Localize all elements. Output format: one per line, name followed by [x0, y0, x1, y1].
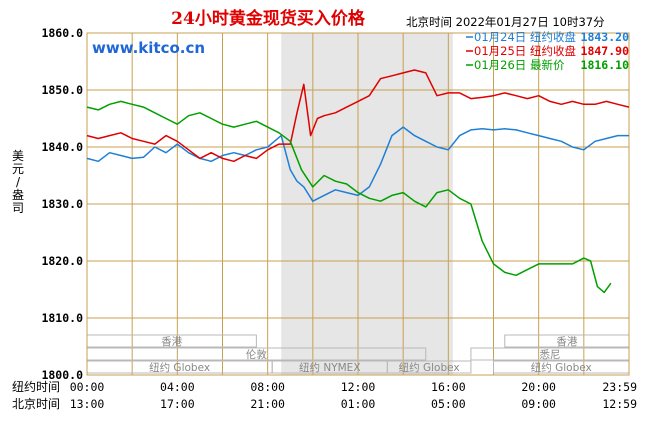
- grid-lines: [86, 32, 630, 376]
- x-tick-label-ny: 16:00: [431, 380, 466, 394]
- y-axis-ticks: 1860.0 1850.0 1840.0 1830.0 1820.0 1810.0 1800…: [41, 26, 83, 382]
- y-axis-label-char: 司: [12, 201, 24, 215]
- series-line-1: [86, 126, 629, 202]
- market-session-label: 伦敦: [246, 348, 267, 361]
- y-tick-label: 1850.0: [41, 83, 83, 97]
- x-tick-label-ny: 23:59: [602, 380, 637, 394]
- y-tick-label: 1820.0: [41, 254, 83, 268]
- market-session-label: 悉尼: [539, 349, 560, 361]
- x-tick-label-bj: 13:00: [70, 397, 105, 411]
- market-session-label: 纽约 Globex: [149, 361, 210, 374]
- market-session: 香港: [86, 334, 257, 348]
- y-axis-label-char: 元: [12, 162, 24, 176]
- legend-series-value: 1847.90: [581, 44, 630, 58]
- market-session: 香港: [504, 334, 630, 348]
- legend-series-name: 01月26日: [474, 58, 526, 72]
- legend-series-value: 1843.20: [581, 30, 630, 44]
- market-session-label: 香港: [556, 336, 577, 348]
- y-axis-label-char: /: [16, 175, 21, 189]
- row-label-beijing: 北京时间: [12, 397, 60, 411]
- market-session-label: 香港: [161, 336, 182, 348]
- legend-series-value: 1816.10: [581, 58, 630, 72]
- x-tick-label-bj: 05:00: [431, 397, 466, 411]
- market-session-label: 纽约 Globex: [399, 361, 460, 374]
- x-axis-ticks-beijing: 13:00 17:00 21:00 01:00 05:00 09:00 12:59: [70, 397, 637, 411]
- market-session: 纽约 Globex: [86, 360, 273, 374]
- x-tick-label-bj: 21:00: [250, 397, 285, 411]
- x-tick-label-ny: 08:00: [250, 380, 285, 394]
- y-axis-label-char: 盎: [12, 188, 24, 202]
- y-tick-label: 1860.0: [41, 26, 83, 40]
- market-session-label: 纽约 NYMEX: [299, 361, 361, 374]
- series-lines: [86, 69, 630, 294]
- x-tick-label-ny: 12:00: [341, 380, 376, 394]
- market-session: 悉尼: [470, 347, 630, 361]
- x-tick-label-ny: 20:00: [521, 380, 556, 394]
- market-session-bar: [386, 360, 472, 374]
- plot-border: [86, 32, 630, 376]
- x-tick-label-ny: 04:00: [160, 380, 195, 394]
- market-session-label: 纽约 Globex: [531, 361, 592, 374]
- market-session: 纽约 Globex: [386, 360, 472, 374]
- chart-title: 24小时黄金现货买入价格: [171, 8, 366, 29]
- kitco-watermark: www.kitco.cn: [92, 39, 205, 57]
- x-tick-label-bj: 12:59: [602, 397, 637, 411]
- market-session: 纽约 Globex: [493, 360, 630, 374]
- legend-entry: 01月25日 纽约收盘 1847.90: [466, 44, 629, 58]
- y-tick-label: 1810.0: [41, 311, 83, 325]
- legend-entry: 01月26日 最新价 1816.10: [466, 58, 629, 72]
- x-tick-label-bj: 17:00: [160, 397, 195, 411]
- x-tick-label-ny: 00:00: [70, 380, 105, 394]
- legend-series-label: 最新价: [530, 58, 565, 72]
- legend-series-name: 01月24日: [474, 30, 526, 44]
- row-label-newyork: 纽约时间: [12, 379, 60, 394]
- series-line-3: [86, 100, 612, 294]
- y-tick-label: 1830.0: [41, 197, 83, 211]
- y-tick-label: 1840.0: [41, 140, 83, 154]
- series-line-2: [86, 69, 630, 163]
- x-tick-label-bj: 09:00: [521, 397, 556, 411]
- y-tick-label: 1800.0: [41, 368, 83, 382]
- x-axis-ticks-newyork: 00:00 04:00 08:00 12:00 16:00 20:00 23:59: [70, 380, 637, 394]
- x-tick-label-bj: 01:00: [341, 397, 376, 411]
- y-axis-label: 美元/盎司: [12, 149, 24, 215]
- legend-series-name: 01月25日: [474, 44, 526, 58]
- timestamp: 北京时间 2022年01月27日 10时37分: [406, 15, 605, 29]
- y-axis-label-char: 美: [12, 149, 24, 163]
- legend-series-label: 纽约收盘: [530, 30, 576, 44]
- legend-entry: 01月24日 纽约收盘 1843.20: [466, 30, 629, 44]
- legend-series-label: 纽约收盘: [530, 44, 576, 58]
